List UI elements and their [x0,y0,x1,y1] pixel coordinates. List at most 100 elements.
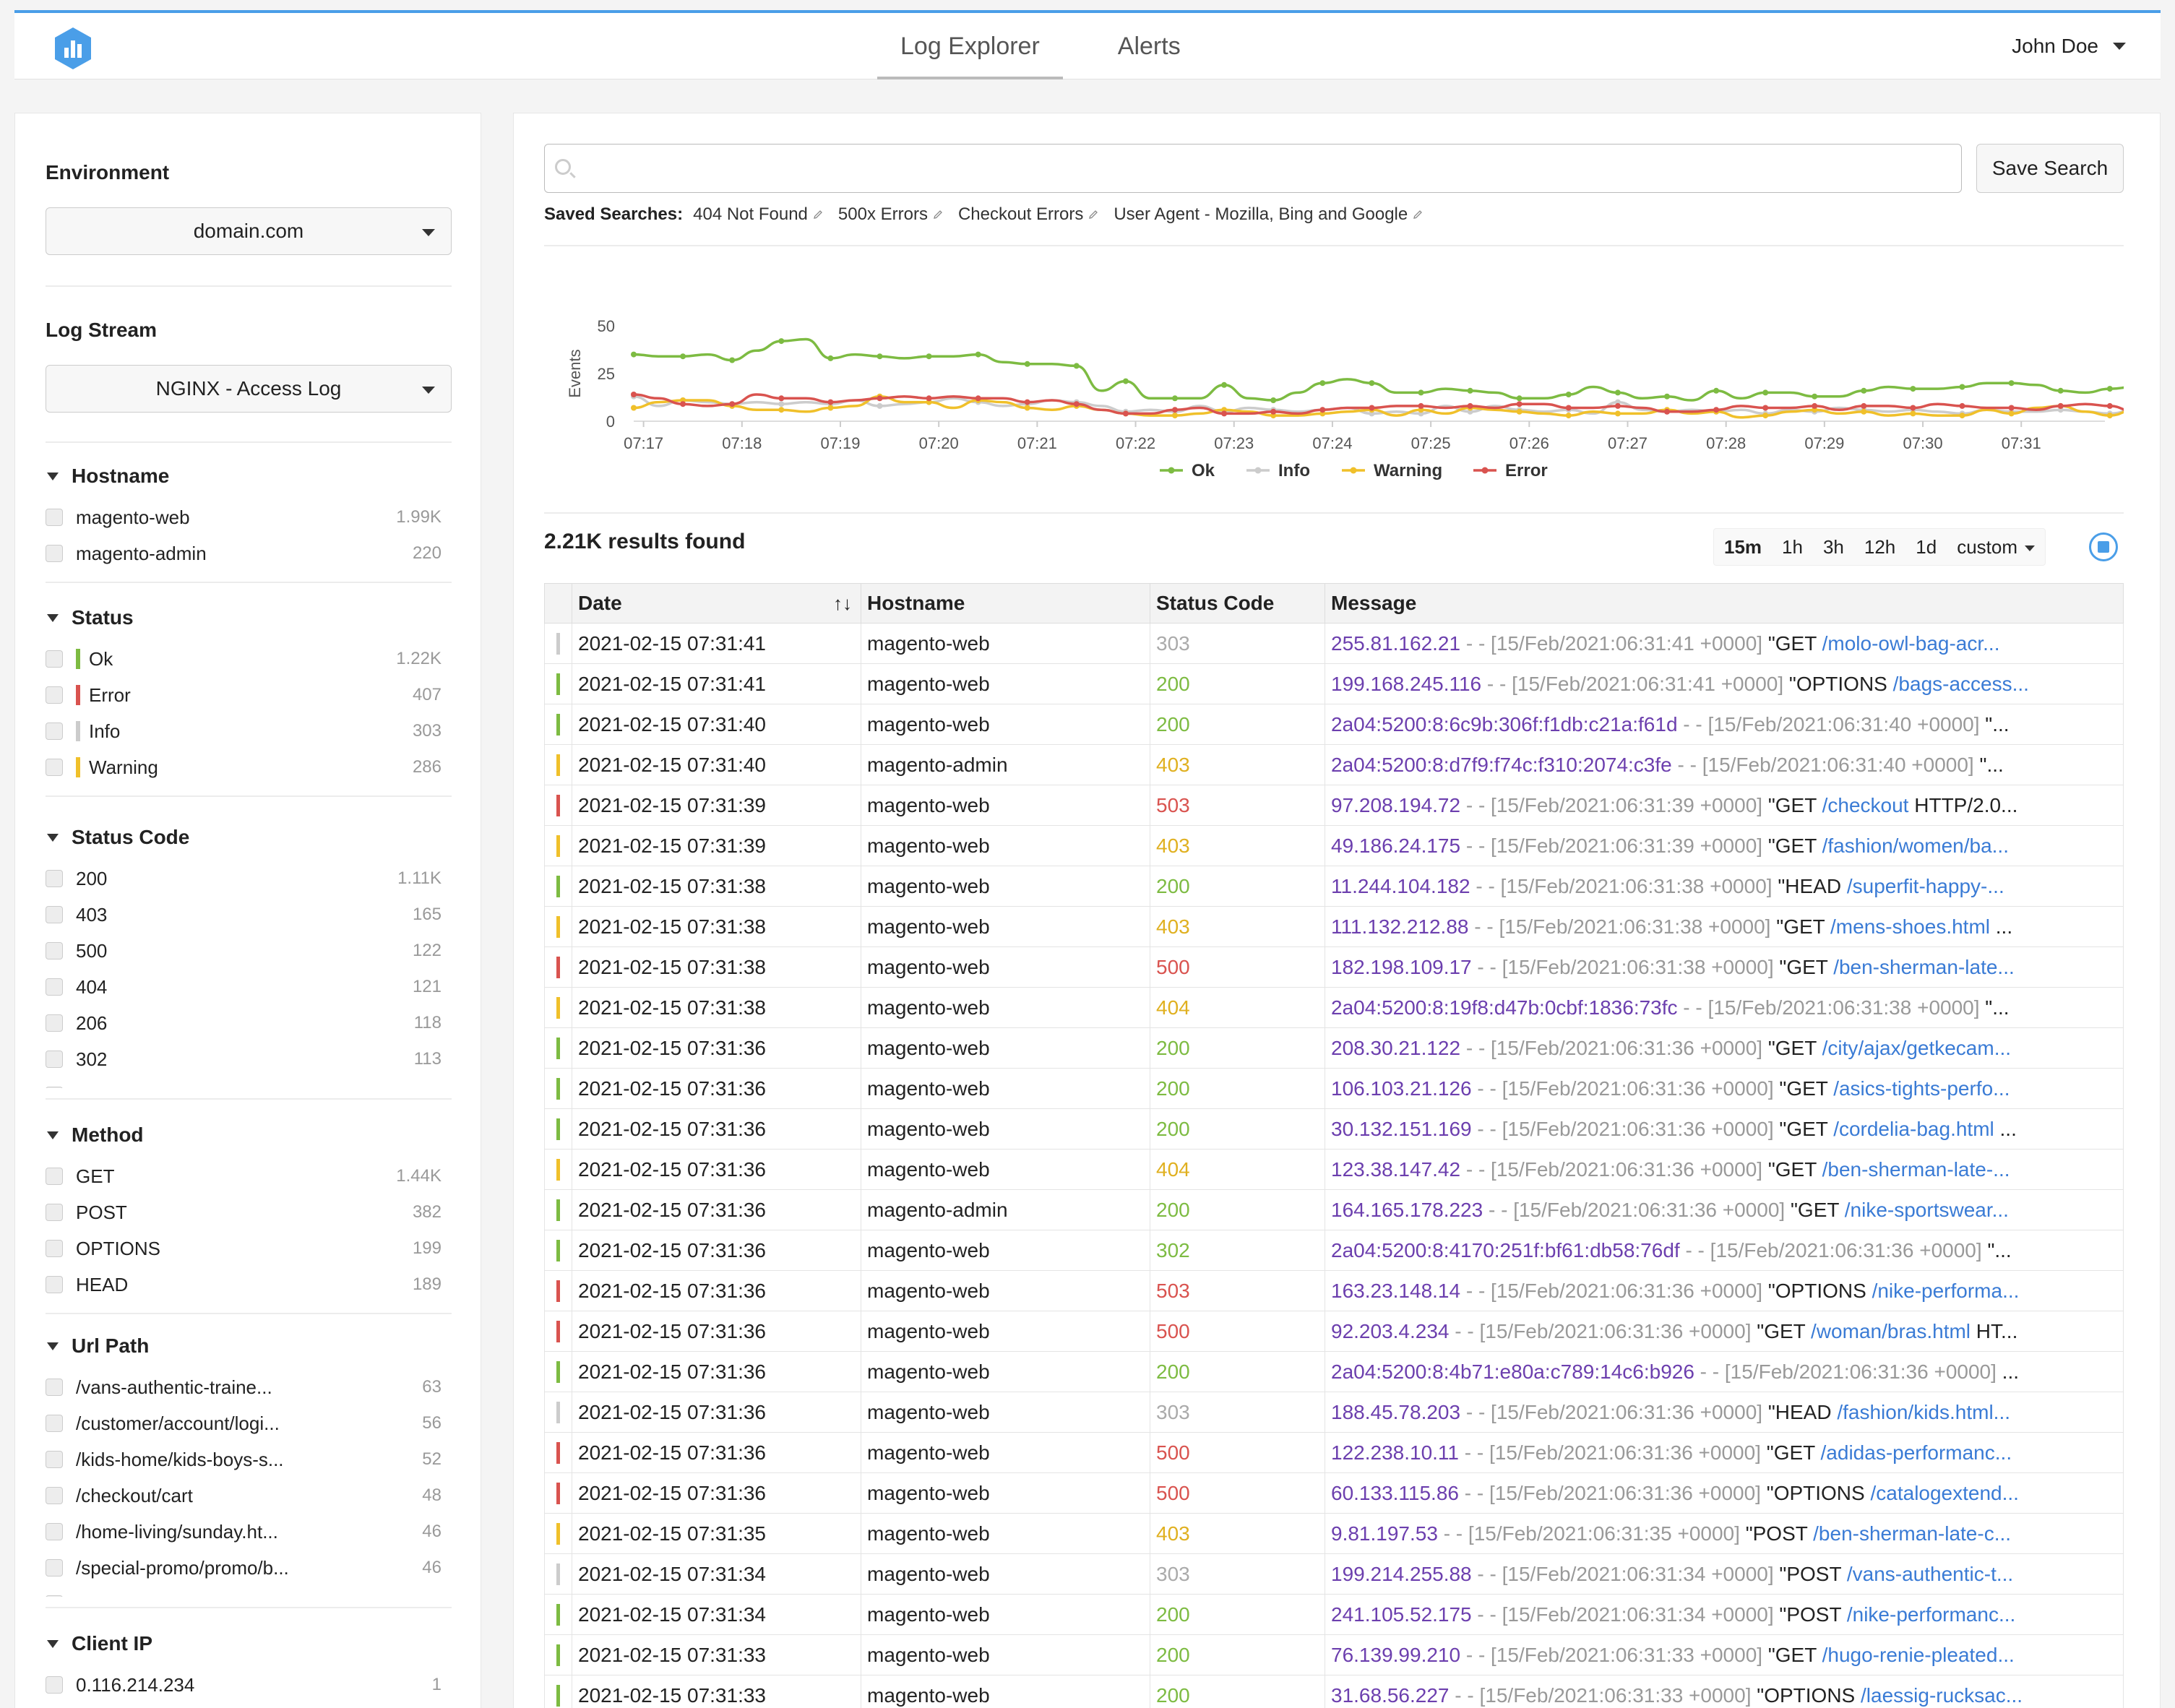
table-row[interactable]: 2021-02-15 07:31:41 magento-web 200 199.168… [544,664,2124,704]
facet-checkbox[interactable] [46,509,63,526]
facet-header-client-ip[interactable]: Client IP [47,1632,152,1655]
table-row[interactable]: 2021-02-15 07:31:36 magento-web 500 60.133.… [544,1473,2124,1514]
table-row[interactable]: 2021-02-15 07:31:36 magento-web 503 163.23.… [544,1271,2124,1311]
facet-checkbox[interactable] [46,1379,63,1396]
saved-search-item[interactable]: 404 Not Found [693,204,824,225]
message-cell[interactable]: 199.168.245.116 - - [15/Feb/2021:06:31:4… [1325,664,2123,704]
message-cell[interactable]: 9.81.197.53 - - [15/Feb/2021:06:31:35 +0… [1325,1514,2123,1553]
facet-item[interactable]: /home-living/sunday.ht... 46 [46,1514,455,1550]
facet-checkbox[interactable] [46,1487,63,1504]
message-cell[interactable]: 122.238.10.11 - - [15/Feb/2021:06:31:36 … [1325,1433,2123,1472]
sort-arrows-icon[interactable]: ↑↓ [833,592,852,614]
saved-search-item[interactable]: Checkout Errors [958,204,1099,225]
facet-item[interactable]: Error 407 [46,677,455,713]
facet-checkbox[interactable] [46,1168,63,1185]
facet-header-method[interactable]: Method [47,1123,144,1147]
pencil-icon[interactable] [1088,209,1099,220]
message-cell[interactable]: 199.214.255.88 - - [15/Feb/2021:06:31:34… [1325,1554,2123,1594]
environment-select[interactable]: domain.com [46,207,452,255]
facet-item[interactable]: 500 122 [46,933,455,969]
facet-checkbox[interactable] [46,906,63,923]
facet-item[interactable]: /checkout/cart 48 [46,1478,455,1514]
table-row[interactable]: 2021-02-15 07:31:36 magento-web 500 122.238… [544,1433,2124,1473]
column-header-date[interactable]: Date ↑↓ [572,584,861,623]
facet-header-status-code[interactable]: Status Code [47,826,189,849]
table-row[interactable]: 2021-02-15 07:31:38 magento-web 200 11.244.… [544,866,2124,907]
pencil-icon[interactable] [932,209,944,220]
pencil-icon[interactable] [1412,209,1424,220]
message-cell[interactable]: 255.81.162.21 - - [15/Feb/2021:06:31:41 … [1325,624,2123,663]
facet-item[interactable]: 206 118 [46,1005,455,1041]
facet-checkbox[interactable] [46,1415,63,1432]
table-row[interactable]: 2021-02-15 07:31:38 magento-web 403 111.132… [544,907,2124,947]
facet-item[interactable]: 0.116.214.234 1 [46,1667,455,1703]
message-cell[interactable]: 111.132.212.88 - - [15/Feb/2021:06:31:38… [1325,907,2123,946]
facet-checkbox[interactable] [46,759,63,776]
facet-checkbox[interactable] [46,1595,63,1597]
tab-alerts[interactable]: Alerts [1117,33,1181,60]
table-row[interactable]: 2021-02-15 07:31:36 magento-web 302 2a04:52… [544,1230,2124,1271]
facet-checkbox[interactable] [46,870,63,887]
facet-item[interactable]: Ok 1.22K [46,641,455,677]
column-header-message[interactable]: Message [1331,592,1417,614]
bar-chart-hexagon-icon[interactable] [51,26,95,71]
facet-item[interactable]: Info 303 [46,713,455,749]
legend-label[interactable]: Info [1278,461,1310,480]
time-range-12h[interactable]: 12h [1854,529,1905,565]
legend-label[interactable]: Ok [1192,461,1215,480]
message-cell[interactable]: 97.208.194.72 - - [15/Feb/2021:06:31:39 … [1325,785,2123,825]
pencil-icon[interactable] [812,209,824,220]
facet-checkbox[interactable] [46,545,63,562]
table-row[interactable]: 2021-02-15 07:31:36 magento-web 404 123.38.… [544,1150,2124,1190]
facet-item[interactable]: /mens-shoes.html45 [46,1586,455,1597]
table-row[interactable]: 2021-02-15 07:31:38 magento-web 404 2a04:52… [544,988,2124,1028]
facet-checkbox[interactable] [46,1523,63,1540]
facet-item[interactable]: /customer/account/logi... 56 [46,1405,455,1441]
column-header-hostname[interactable]: Hostname [861,584,1150,623]
facet-checkbox[interactable] [46,723,63,740]
message-cell[interactable]: 2a04:5200:8:4170:251f:bf61:db58:76df - -… [1325,1230,2123,1270]
tab-log-explorer[interactable]: Log Explorer [877,13,1063,79]
facet-checkbox[interactable] [46,1676,63,1694]
message-cell[interactable]: 123.38.147.42 - - [15/Feb/2021:06:31:36 … [1325,1150,2123,1189]
facet-checkbox[interactable] [46,1559,63,1577]
time-range-15m[interactable]: 15m [1714,529,1772,565]
facet-checkbox[interactable] [46,1014,63,1032]
facet-header-status[interactable]: Status [47,606,134,629]
table-row[interactable]: 2021-02-15 07:31:38 magento-web 500 182.198… [544,947,2124,988]
table-row[interactable]: 2021-02-15 07:31:39 magento-web 403 49.186.… [544,826,2124,866]
facet-checkbox[interactable] [46,686,63,704]
message-cell[interactable]: 106.103.21.126 - - [15/Feb/2021:06:31:36… [1325,1069,2123,1108]
facet-item[interactable]: GET 1.44K [46,1158,455,1194]
table-row[interactable]: 2021-02-15 07:31:33 magento-web 200 31.68.5… [544,1675,2124,1708]
facet-checkbox[interactable] [46,1087,63,1088]
facet-item[interactable]: POST 382 [46,1194,455,1230]
message-cell[interactable]: 92.203.4.234 - - [15/Feb/2021:06:31:36 +… [1325,1311,2123,1351]
message-cell[interactable]: 164.165.178.223 - - [15/Feb/2021:06:31:3… [1325,1190,2123,1230]
log-stream-select[interactable]: NGINX - Access Log [46,365,452,413]
message-cell[interactable]: 30.132.151.169 - - [15/Feb/2021:06:31:36… [1325,1109,2123,1149]
facet-checkbox[interactable] [46,978,63,996]
facet-item[interactable]: HEAD 189 [46,1267,455,1303]
table-row[interactable]: 2021-02-15 07:31:34 magento-web 303 199.214… [544,1554,2124,1595]
column-header-status-code[interactable]: Status Code [1150,584,1325,623]
facet-item[interactable]: Warning 286 [46,749,455,785]
table-row[interactable]: 2021-02-15 07:31:36 magento-admin 200 164.1… [544,1190,2124,1230]
table-row[interactable]: 2021-02-15 07:31:36 magento-web 303 188.45.… [544,1392,2124,1433]
saved-search-item[interactable]: User Agent - Mozilla, Bing and Google [1114,204,1424,225]
table-row[interactable]: 2021-02-15 07:31:41 magento-web 303 255.81.… [544,624,2124,664]
saved-search-item[interactable]: 500x Errors [838,204,944,225]
table-row[interactable]: 2021-02-15 07:31:34 magento-web 200 241.105… [544,1595,2124,1635]
message-cell[interactable]: 76.139.99.210 - - [15/Feb/2021:06:31:33 … [1325,1635,2123,1675]
message-cell[interactable]: 2a04:5200:8:4b71:e80a:c789:14c6:b926 - -… [1325,1352,2123,1392]
facet-item[interactable]: magento-admin 220 [46,535,455,572]
table-row[interactable]: 2021-02-15 07:31:36 magento-web 200 208.30.… [544,1028,2124,1069]
table-row[interactable]: 2021-02-15 07:31:36 magento-web 200 106.103… [544,1069,2124,1109]
facet-item[interactable]: /kids-home/kids-boys-s... 52 [46,1441,455,1478]
user-menu[interactable]: John Doe [2012,13,2126,79]
message-cell[interactable]: 2a04:5200:8:19f8:d47b:0cbf:1836:73fc - -… [1325,988,2123,1027]
facet-checkbox[interactable] [46,1204,63,1221]
facet-item[interactable]: 404 121 [46,969,455,1005]
facet-item[interactable]: 302 113 [46,1041,455,1077]
message-cell[interactable]: 49.186.24.175 - - [15/Feb/2021:06:31:39 … [1325,826,2123,866]
